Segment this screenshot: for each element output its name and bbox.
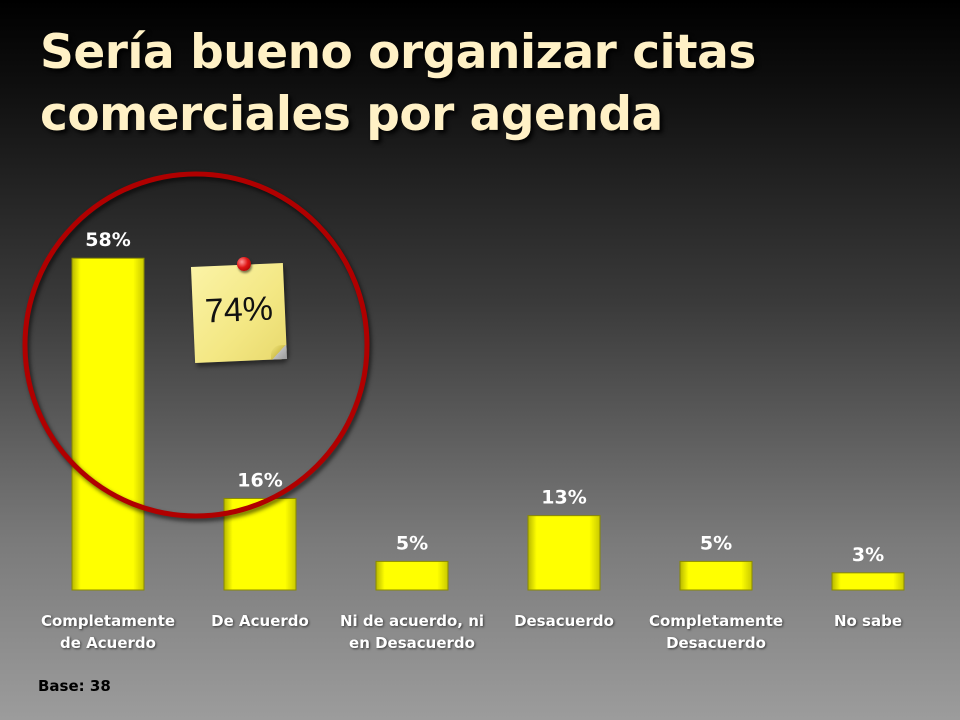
sticky-note: 74% [190, 263, 288, 363]
bars-layer [71, 257, 905, 591]
category-label-5: No sabe [793, 610, 943, 632]
value-label-0: 58% [85, 229, 130, 251]
value-label-2: 5% [396, 532, 428, 554]
category-label-4: Completamente Desacuerdo [641, 610, 791, 654]
bar-0 [71, 257, 145, 591]
category-label-line: Desacuerdo [666, 634, 766, 652]
category-label-3: Desacuerdo [489, 610, 639, 632]
highlight-circle [22, 171, 370, 519]
category-label-line: de Acuerdo [60, 634, 156, 652]
bar-3 [527, 515, 601, 591]
category-label-line: No sabe [833, 612, 903, 630]
bar-4 [679, 560, 753, 591]
bar-1 [223, 497, 297, 591]
category-label-1: De Acuerdo [185, 610, 335, 632]
value-labels-layer: 58% 16% 5% 13% 5% 3% [85, 229, 884, 566]
value-label-5: 3% [852, 544, 884, 566]
category-label-line: De Acuerdo [211, 612, 309, 630]
category-label-2: Ni de acuerdo, ni en Desacuerdo [337, 610, 487, 654]
category-label-0: Completamente de Acuerdo [33, 610, 183, 654]
sticky-note-value: 74% [204, 289, 274, 331]
bar-5 [831, 572, 905, 591]
title-line-2: comerciales por agenda [40, 87, 663, 142]
pushpin-icon [237, 257, 251, 271]
category-label-line: Desacuerdo [514, 612, 614, 630]
category-label-line: Ni de acuerdo, ni [339, 612, 485, 630]
category-label-line: Completamente [648, 612, 784, 630]
slide-title: Sería bueno organizar citas comerciales … [40, 22, 920, 146]
title-line-1: Sería bueno organizar citas [40, 25, 756, 80]
value-label-3: 13% [541, 487, 586, 509]
category-label-line: Completamente [40, 612, 176, 630]
base-label: Base: 38 [38, 677, 111, 695]
category-label-line: en Desacuerdo [349, 634, 475, 652]
value-label-4: 5% [700, 532, 732, 554]
bar-2 [375, 560, 449, 591]
value-label-1: 16% [237, 469, 282, 491]
